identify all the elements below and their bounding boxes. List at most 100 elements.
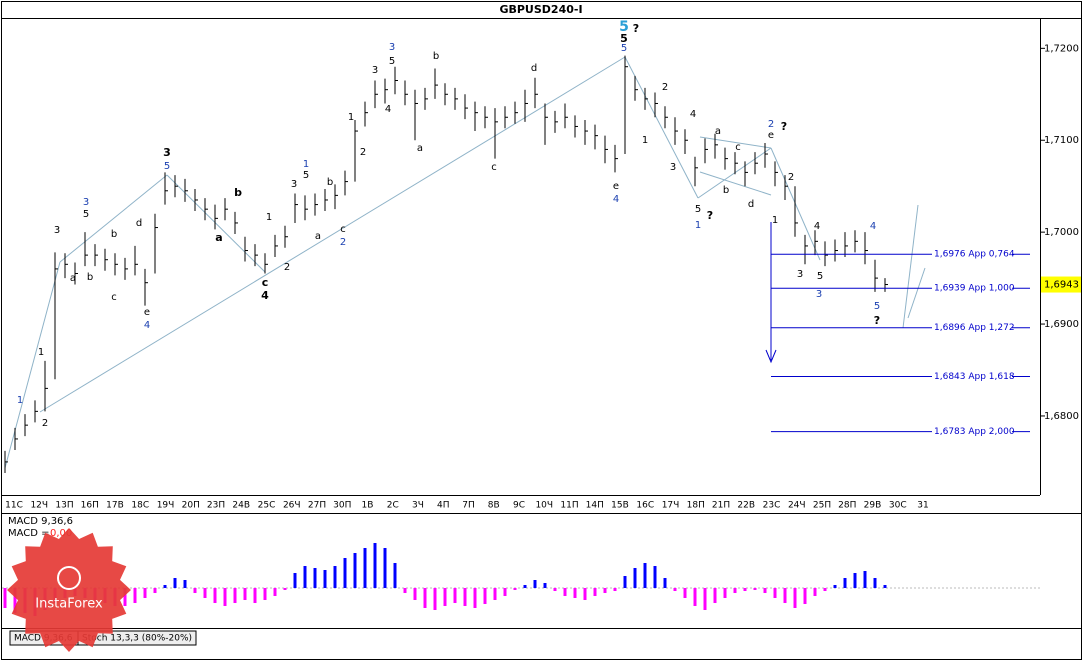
macd-title: MACD 9,36,6	[8, 516, 73, 527]
wave-label: 2	[284, 262, 290, 273]
macd-bar	[813, 588, 817, 596]
macd-bar	[293, 573, 297, 588]
wave-label: 5	[83, 209, 89, 220]
macd-bar	[303, 566, 307, 588]
wave-label: 2	[662, 82, 668, 93]
target-label: 1,6843 App 1,618	[934, 372, 1015, 382]
macd-bar	[573, 588, 577, 598]
macd-bar	[373, 543, 377, 588]
projection-arrow	[765, 222, 777, 364]
wave-label: 4	[261, 289, 269, 302]
x-tick-label: 23П	[207, 501, 225, 511]
macd-bar	[883, 585, 887, 588]
macd-bar	[463, 588, 467, 606]
macd-bar	[533, 580, 537, 588]
wave-label: 3	[797, 269, 803, 280]
y-tick-label: 1,6900	[1044, 319, 1079, 330]
macd-bar	[383, 548, 387, 588]
macd-bar	[543, 583, 547, 588]
wave-label: c	[262, 276, 269, 289]
x-tick-label: 11П	[560, 501, 578, 511]
wave-label: e	[144, 307, 150, 318]
wave-label: b	[723, 185, 729, 196]
wave-label: 4	[144, 320, 150, 331]
wave-label: d	[531, 63, 537, 74]
wave-label: 4	[814, 221, 820, 232]
chart-title: GBPUSD240-I	[499, 3, 582, 16]
macd-bar	[523, 585, 527, 588]
wave-label: 5	[389, 56, 395, 67]
x-tick-label: 10Ч	[535, 501, 553, 511]
wave-label: 4	[690, 109, 696, 120]
y-tick-label: 1,7000	[1044, 227, 1079, 238]
macd-bar	[703, 588, 707, 610]
wave-label: 1	[303, 159, 309, 170]
wave-label: 4	[613, 194, 619, 205]
target-label: 1,6896 App 1,272	[934, 323, 1015, 333]
x-tick-label: 14П	[586, 501, 604, 511]
x-tick-label: 31	[917, 501, 928, 511]
x-tick-label: 29В	[864, 501, 882, 511]
macd-bar	[483, 588, 487, 604]
wave-label: a	[315, 231, 321, 242]
wave-label: b	[111, 229, 117, 240]
macd-bar	[763, 588, 767, 593]
wave-label: 1	[17, 395, 23, 406]
tab-label[interactable]: Stoch 13,3,3 (80%-20%)	[82, 634, 192, 644]
macd-bar	[723, 588, 727, 598]
wave-label: a	[215, 231, 222, 244]
wave-label: ?	[633, 22, 639, 35]
x-tick-label: 22В	[737, 501, 755, 511]
x-tick-label: 17Ч	[662, 501, 680, 511]
macd-bar	[503, 588, 507, 596]
macd-bar	[493, 588, 497, 600]
macd-bar	[143, 588, 147, 598]
x-tick-label: 19Ч	[157, 501, 175, 511]
wave-label: 2	[360, 147, 366, 158]
wave-label: 1	[348, 112, 354, 123]
macd-bar	[753, 588, 757, 590]
y-tick-label: 1,6800	[1044, 411, 1079, 422]
macd-bar	[873, 578, 877, 588]
logo-icon	[57, 566, 81, 590]
macd-bar	[213, 588, 217, 603]
x-tick-label: 24В	[232, 501, 250, 511]
logo: InstaForex	[7, 528, 131, 652]
macd-bar	[513, 588, 517, 590]
macd-bar	[363, 548, 367, 588]
wave-label: 4	[870, 221, 876, 232]
macd-bar	[393, 563, 397, 588]
wave-label: c	[491, 162, 497, 173]
wave-label: 5	[874, 301, 880, 312]
wave-label: ?	[874, 314, 880, 327]
wave-label: 3	[670, 162, 676, 173]
x-tick-label: 1В	[362, 501, 374, 511]
target-label-bg	[932, 248, 1012, 261]
macd-bar	[613, 588, 617, 591]
macd-value: 0,00	[50, 528, 72, 539]
target-label-bg	[932, 282, 1012, 295]
macd-bar	[783, 588, 787, 603]
x-tick-label: 28П	[838, 501, 856, 511]
wave-label: b	[433, 51, 439, 62]
wave-label: a	[715, 126, 721, 137]
wave-label: c	[735, 142, 741, 153]
macd-bar	[243, 588, 247, 600]
target-label-bg	[932, 425, 1012, 438]
x-tick-label: 2С	[387, 501, 399, 511]
macd-bar	[733, 588, 737, 593]
x-tick-label: 11С	[5, 501, 23, 511]
macd-bar	[413, 588, 417, 600]
macd-bar	[423, 588, 427, 608]
target-label-bg	[932, 370, 1012, 383]
macd-value-text: MACD =	[8, 528, 50, 539]
macd-bar	[643, 563, 647, 588]
macd-bar	[553, 588, 557, 591]
macd-bar	[693, 588, 697, 606]
x-tick-label: 17В	[106, 501, 124, 511]
wave-label: e	[768, 130, 774, 141]
y-tick-label: 1,7100	[1044, 135, 1079, 146]
macd-bar	[323, 570, 327, 588]
wave-label: 3	[83, 197, 89, 208]
macd-bar	[743, 588, 747, 591]
